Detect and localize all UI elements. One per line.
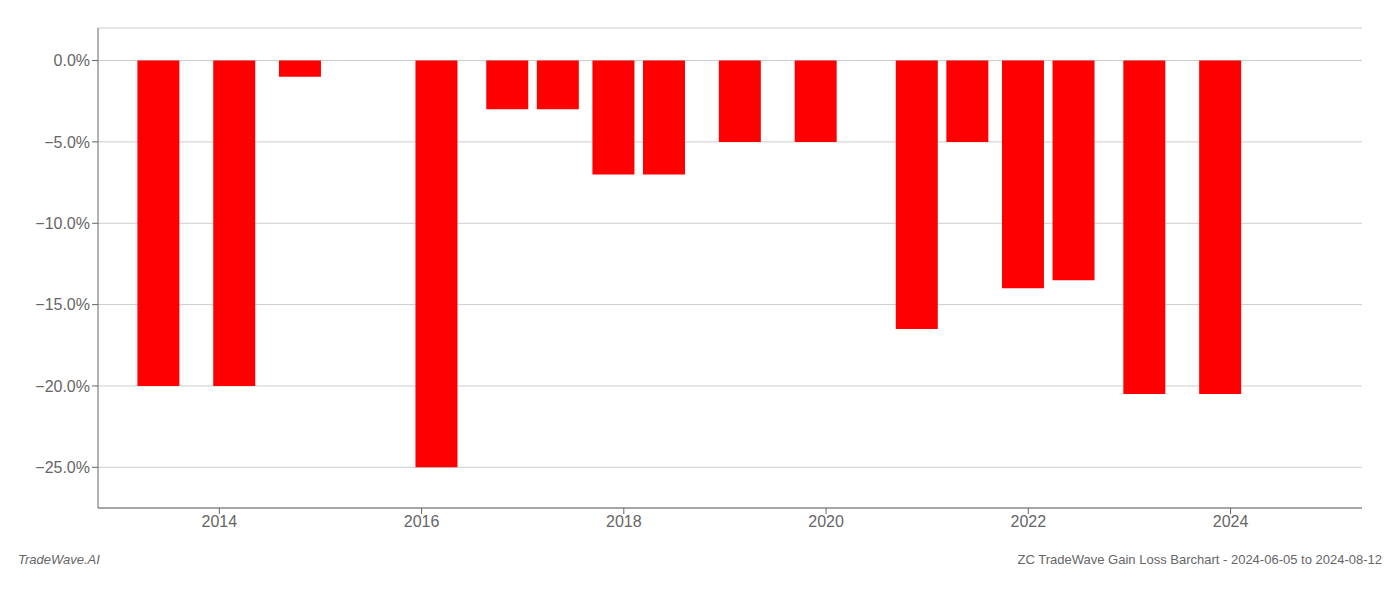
- svg-text:−10.0%: −10.0%: [35, 215, 90, 232]
- html-text:TradeWave.AI: TradeWave.AI: [18, 552, 100, 567]
- svg-text:2018: 2018: [606, 513, 642, 530]
- svg-text:−25.0%: −25.0%: [35, 459, 90, 476]
- svg-text:2014: 2014: [202, 513, 238, 530]
- svg-text:2016: 2016: [404, 513, 440, 530]
- svg-text:−5.0%: −5.0%: [44, 134, 90, 151]
- html-text:ZC TradeWave Gain Loss Barchar: ZC TradeWave Gain Loss Barchart - 2024-0…: [1017, 552, 1382, 567]
- svg-text:−15.0%: −15.0%: [35, 296, 90, 313]
- svg-text:−20.0%: −20.0%: [35, 378, 90, 395]
- svg-text:2022: 2022: [1011, 513, 1047, 530]
- svg-text:2020: 2020: [808, 513, 844, 530]
- svg-text:2024: 2024: [1213, 513, 1249, 530]
- svg-text:0.0%: 0.0%: [54, 52, 90, 69]
